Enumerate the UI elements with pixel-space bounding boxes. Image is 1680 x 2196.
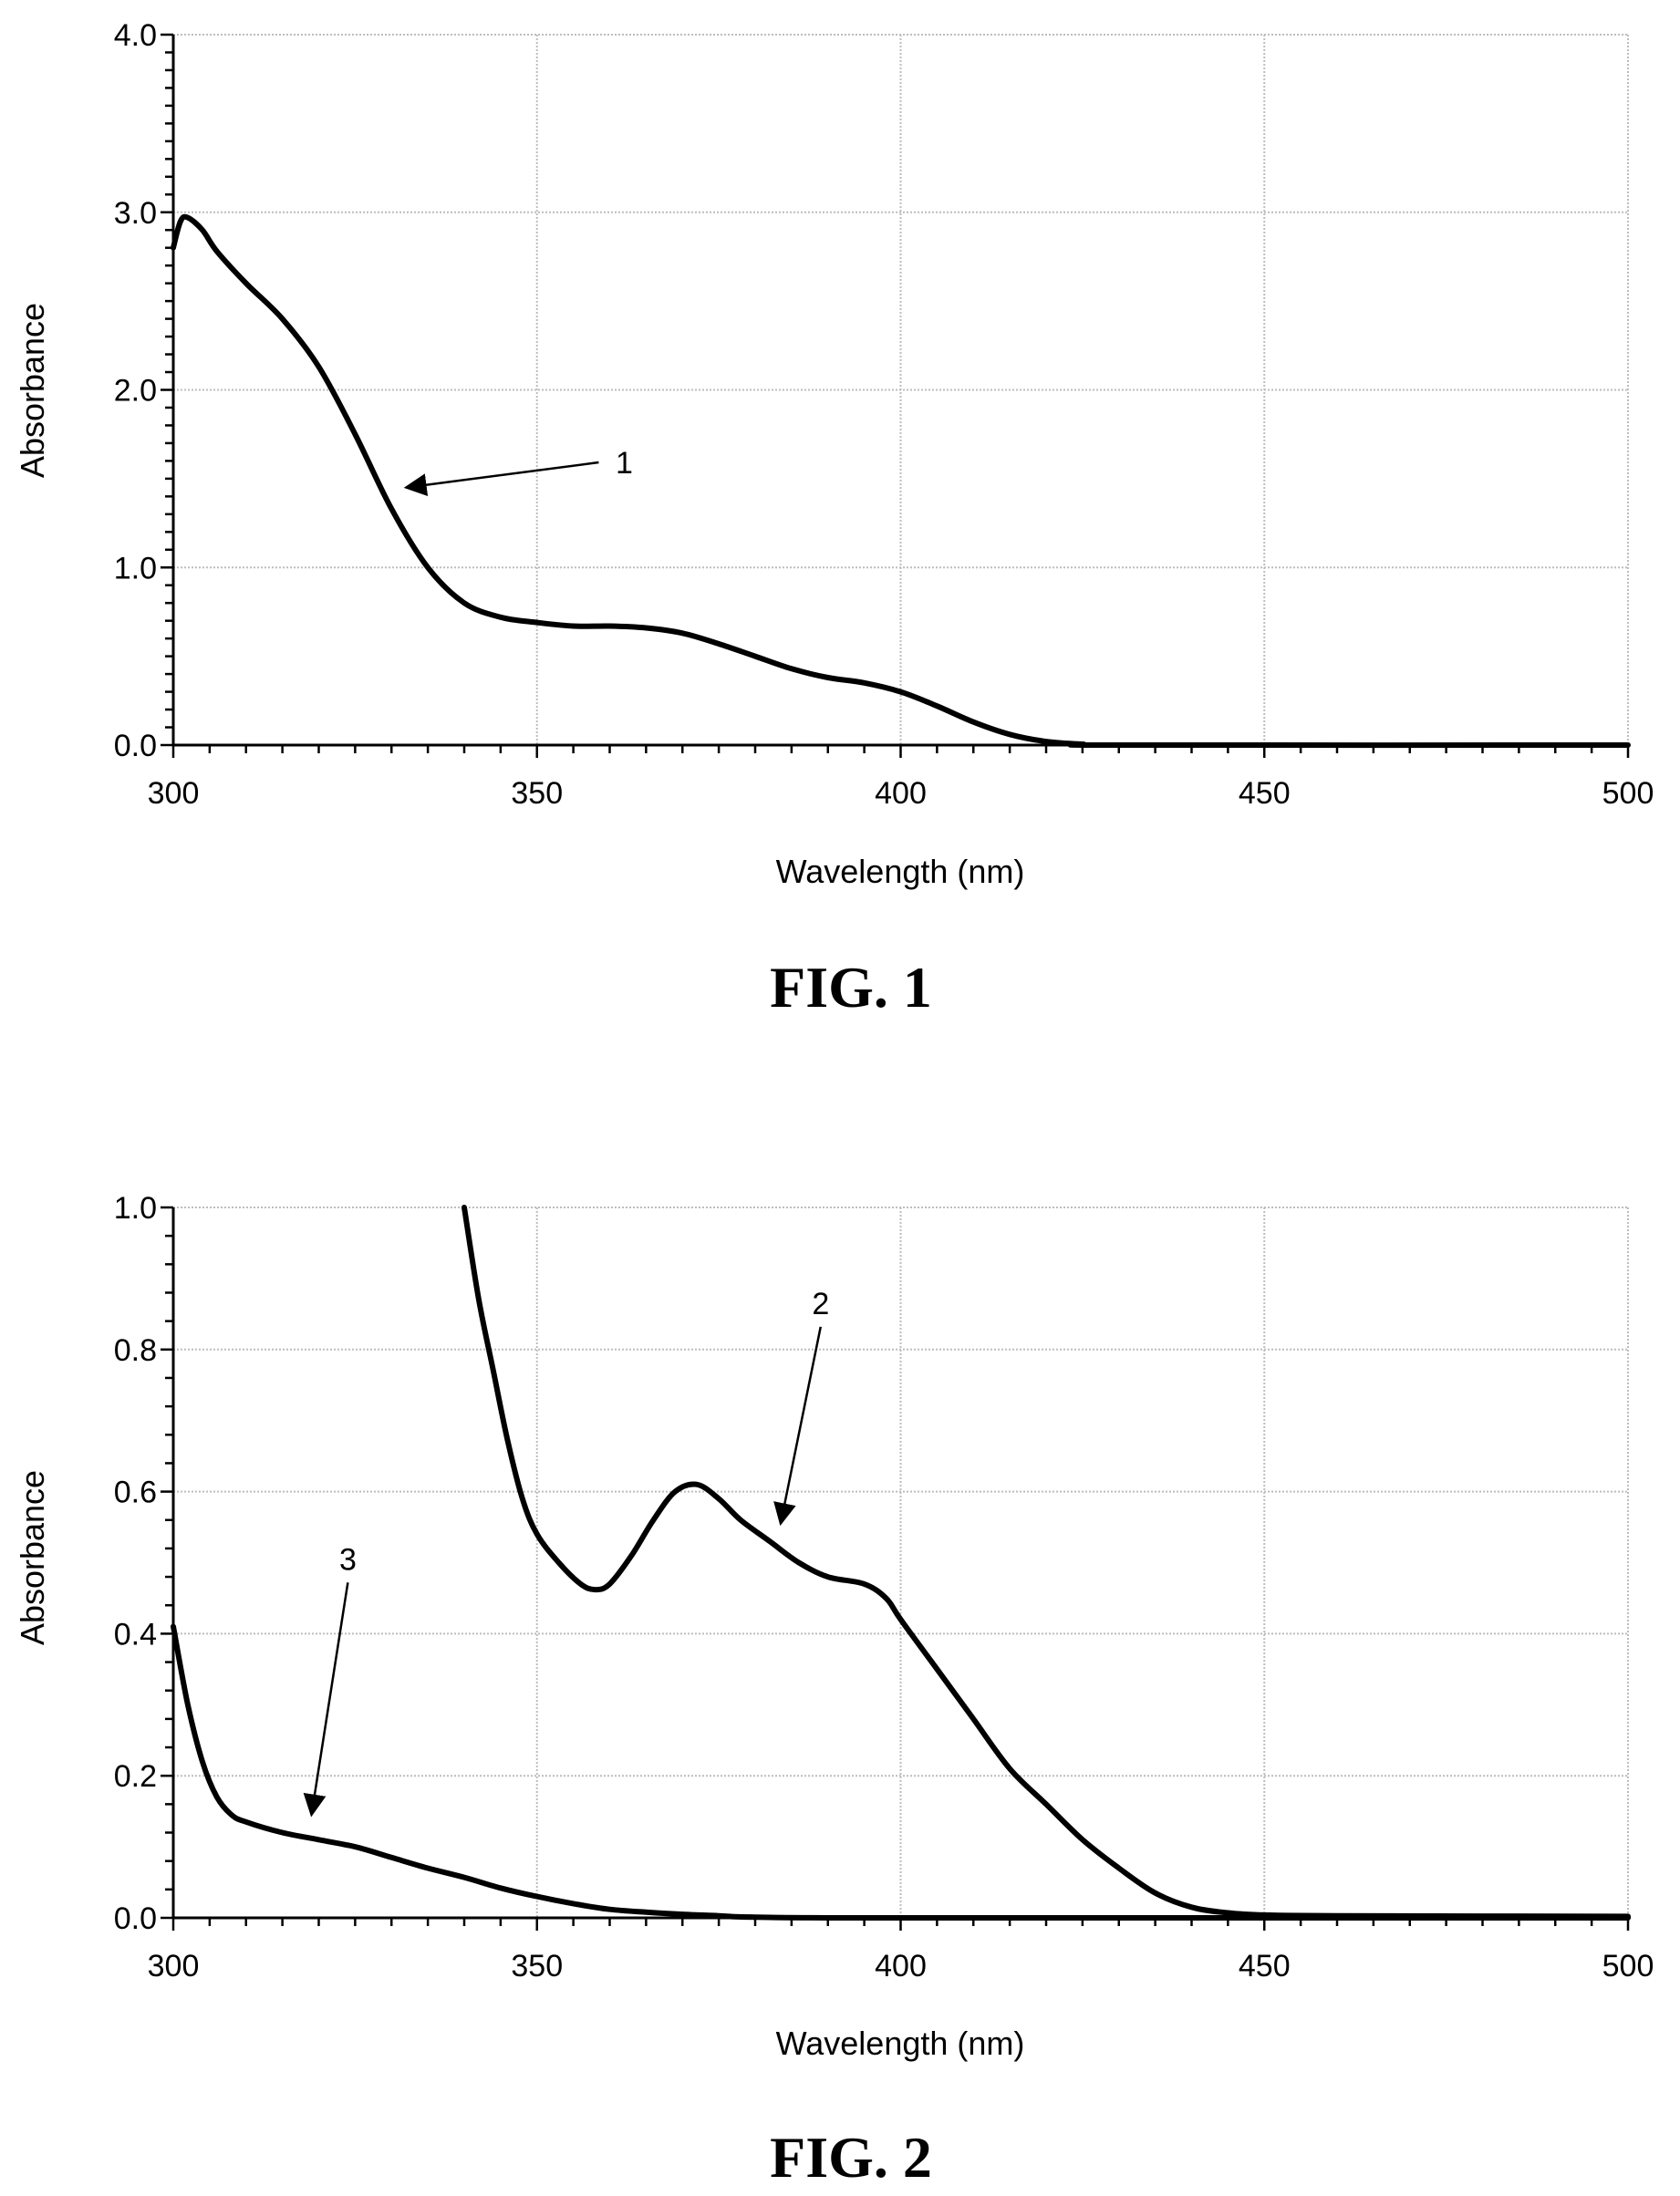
x-tick-label: 400: [875, 1949, 927, 1984]
x-tick-label: 300: [148, 776, 200, 811]
annotations: 23: [303, 1287, 829, 1818]
y-tick-label: 0.0: [114, 729, 157, 763]
y-tick-label: 3.0: [114, 196, 157, 231]
x-tick-label: 400: [875, 776, 927, 811]
x-axis-title: Wavelength (nm): [776, 853, 1025, 890]
x-tick-label: 500: [1602, 776, 1654, 811]
y-tick-label: 0.6: [114, 1476, 157, 1510]
y-tick-label: 1.0: [114, 551, 157, 585]
x-tick-label: 450: [1239, 776, 1291, 811]
tick-labels: 300 350 400 450 500 0.0 1.0 2.0 3.0 4.0: [114, 18, 1654, 811]
y-axis-title: Absorbance: [14, 303, 51, 478]
series-line-2: [461, 1205, 1631, 1920]
series-lines: [171, 1205, 1631, 1922]
y-tick-label: 1.0: [114, 1191, 157, 1226]
grid-lines: [173, 34, 1629, 745]
x-tick-label: 350: [511, 776, 563, 811]
y-tick-label: 0.0: [114, 1901, 157, 1936]
x-tick-label: 450: [1239, 1949, 1291, 1984]
tick-labels: 300 350 400 450 500 0.0 0.2 0.4 0.6 0.8 1.0: [114, 1191, 1654, 1984]
figure-caption: FIG. 1: [770, 955, 932, 1020]
axis-ticks: [161, 33, 1630, 758]
y-tick-label: 0.8: [114, 1333, 157, 1368]
y-axis-title: Absorbance: [14, 1470, 51, 1645]
callout-label-2: 2: [812, 1287, 829, 1321]
x-tick-label: 350: [511, 1949, 563, 1984]
callout-arrow-3: [303, 1582, 349, 1818]
series-line-3: [171, 1623, 1631, 1922]
annotations: 1: [403, 446, 633, 497]
y-tick-label: 4.0: [114, 18, 157, 53]
callout-label-1: 1: [616, 446, 633, 481]
y-tick-label: 0.4: [114, 1617, 157, 1652]
axis-ticks: [161, 1206, 1630, 1931]
x-tick-label: 500: [1602, 1949, 1654, 1984]
y-tick-label: 0.2: [114, 1759, 157, 1794]
y-tick-label: 2.0: [114, 374, 157, 409]
callout-arrow-2: [773, 1326, 822, 1527]
chart-fig-1: 300 350 400 450 500 0.0 1.0 2.0 3.0 4.0 1 Wavelen…: [14, 18, 1654, 1020]
callout-arrow-1: [403, 461, 599, 497]
grid-lines: [173, 1207, 1629, 1918]
x-axis-title: Wavelength (nm): [776, 2025, 1025, 2062]
callout-label-3: 3: [339, 1542, 357, 1577]
x-tick-label: 300: [148, 1949, 200, 1984]
figure-caption: FIG. 2: [770, 2125, 932, 2190]
series-line-1: [171, 213, 1631, 749]
series-lines: [171, 213, 1631, 749]
